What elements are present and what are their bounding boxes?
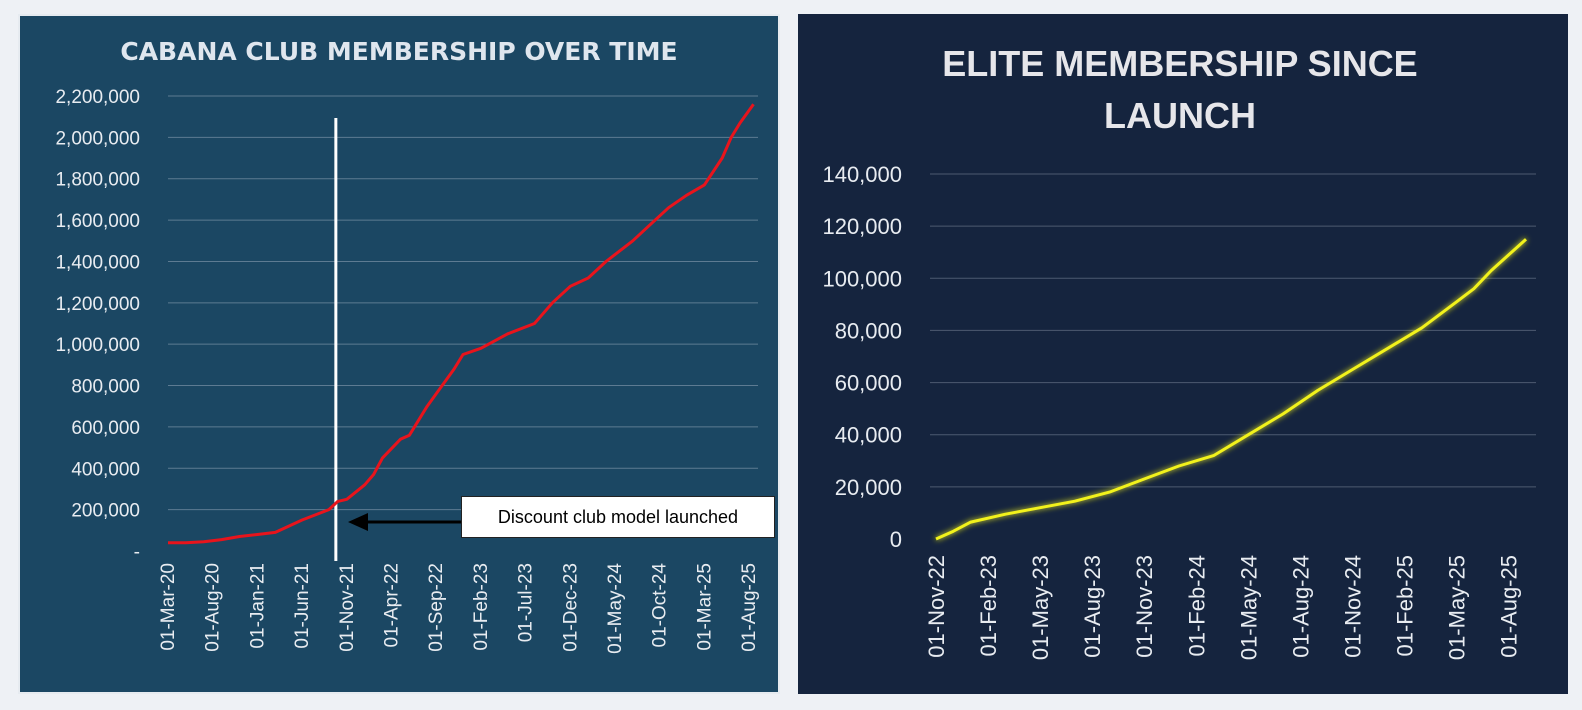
y-tick-label: 1,600,000 [55, 211, 140, 232]
x-tick-label: 01-Oct-24 [650, 563, 671, 648]
cabana-club-chart: CABANA CLUB MEMBERSHIP OVER TIME - 200,00… [55, 37, 760, 654]
x-tick-label: 01-Aug-23 [1080, 555, 1105, 658]
x-tick-label: 01-Jul-23 [516, 563, 537, 642]
x-tick-label: 01-Feb-23 [976, 555, 1001, 657]
chart-title: CABANA CLUB MEMBERSHIP OVER TIME [120, 37, 677, 66]
x-tick-label: 01-Feb-24 [1184, 555, 1209, 657]
x-tick-label: 01-Sep-22 [426, 563, 447, 652]
x-tick-label: 01-Nov-22 [924, 555, 949, 658]
x-tick-label: 01-May-25 [1445, 555, 1470, 660]
y-tick-label: 600,000 [71, 418, 140, 439]
series-line-membership [168, 103, 755, 545]
annotation-arrow [348, 513, 461, 531]
x-tick-label: 01-Nov-21 [337, 563, 358, 652]
x-tick-label: 01-Mar-25 [694, 563, 715, 651]
x-tick-label: 01-Aug-24 [1288, 555, 1313, 658]
y-tick-label: 1,200,000 [55, 294, 140, 315]
elite-membership-chart-panel: ELITE MEMBERSHIP SINCE LAUNCH 0 20,000 40,… [798, 14, 1568, 694]
y-tick-label: 200,000 [71, 501, 140, 522]
annotation-label: Discount club model launched [461, 496, 775, 538]
y-tick-label: 80,000 [835, 318, 902, 343]
x-tick-label: 01-May-24 [605, 563, 626, 654]
x-tick-label: 01-Jun-21 [292, 563, 313, 649]
y-tick-label: 800,000 [71, 377, 140, 398]
y-tick-label: 20,000 [835, 475, 902, 500]
y-tick-label: 40,000 [835, 423, 902, 448]
x-tick-label: 01-Mar-20 [158, 563, 179, 651]
chart-title-line-2: LAUNCH [1104, 95, 1256, 136]
elite-membership-chart: ELITE MEMBERSHIP SINCE LAUNCH 0 20,000 40,… [822, 43, 1536, 660]
x-tick-label: 01-Nov-24 [1340, 555, 1365, 658]
y-tick-label: 2,000,000 [55, 128, 140, 149]
y-tick-label: 1,400,000 [55, 252, 140, 273]
x-tick-label: 01-May-23 [1028, 555, 1053, 660]
y-tick-label: 1,800,000 [55, 170, 140, 191]
x-tick-label: 01-Dec-23 [560, 563, 581, 652]
x-tick-label: 01-Aug-20 [203, 563, 224, 652]
y-tick-label: 100,000 [822, 266, 902, 291]
x-tick-label: 01-Aug-25 [1497, 555, 1522, 658]
series-line-elite-membership [935, 238, 1528, 541]
x-tick-label: 01-Apr-22 [381, 563, 402, 648]
y-tick-label: 400,000 [71, 459, 140, 480]
x-tick-label: 01-Jan-21 [247, 563, 268, 649]
y-tick-label: 2,200,000 [55, 87, 140, 108]
x-tick-label: 01-Feb-25 [1393, 555, 1418, 657]
x-tick-label: 01-Nov-23 [1132, 555, 1157, 658]
y-tick-label: 60,000 [835, 371, 902, 396]
y-tick-label: 120,000 [822, 214, 902, 239]
y-tick-label: - [134, 542, 140, 563]
chart-title-line-1: ELITE MEMBERSHIP SINCE [942, 43, 1417, 84]
x-tick-label: 01-Feb-23 [471, 563, 492, 651]
x-tick-label: 01-May-24 [1236, 555, 1261, 660]
y-tick-label: 140,000 [822, 162, 902, 187]
y-tick-label: 0 [890, 527, 902, 552]
y-tick-label: 1,000,000 [55, 335, 140, 356]
cabana-club-chart-panel: CABANA CLUB MEMBERSHIP OVER TIME - 200,00… [18, 14, 780, 694]
x-tick-label: 01-Aug-25 [739, 563, 760, 652]
